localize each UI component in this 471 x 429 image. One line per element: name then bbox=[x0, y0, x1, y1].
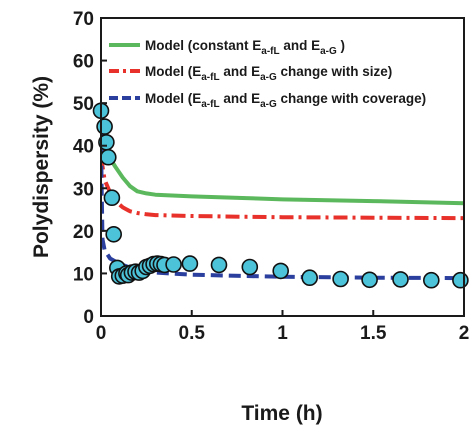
legend: Model (constant Ea-fL and Ea-G ) Model (E… bbox=[109, 38, 426, 110]
x-tick-label: 0.5 bbox=[179, 323, 206, 344]
data-point bbox=[452, 271, 469, 289]
data-point bbox=[165, 256, 182, 273]
series-layer bbox=[101, 111, 464, 281]
x-tick-label: 1.5 bbox=[360, 323, 387, 344]
y-tick-label: 30 bbox=[73, 179, 94, 200]
x-tick-label: 2 bbox=[459, 323, 470, 344]
y-tick-label: 50 bbox=[73, 94, 94, 115]
y-tick-label: 20 bbox=[73, 222, 94, 243]
data-point bbox=[301, 269, 319, 287]
data-point bbox=[210, 256, 228, 274]
data-point bbox=[361, 271, 378, 289]
x-tick-label: 0 bbox=[96, 323, 107, 344]
data-point bbox=[272, 262, 290, 280]
series-line-0 bbox=[101, 120, 464, 206]
legend-label-2: Model (Ea-fL and Ea-G change with covera… bbox=[145, 91, 426, 110]
legend-label-0: Model (constant Ea-fL and Ea-G ) bbox=[145, 38, 345, 57]
y-tick-label: 70 bbox=[73, 9, 94, 30]
x-axis-title: Time (h) bbox=[241, 402, 322, 425]
data-point bbox=[241, 258, 259, 276]
y-tick-label: 60 bbox=[73, 52, 94, 73]
y-tick-label: 40 bbox=[73, 137, 94, 158]
data-point bbox=[96, 118, 113, 135]
data-point bbox=[422, 271, 440, 289]
data-point bbox=[103, 189, 121, 206]
data-point bbox=[181, 255, 199, 272]
data-point bbox=[332, 270, 349, 288]
data-point bbox=[105, 226, 122, 243]
series-line-1 bbox=[101, 128, 464, 221]
x-tick-label: 1 bbox=[277, 323, 288, 344]
y-tick-label: 10 bbox=[73, 264, 94, 285]
data-point bbox=[100, 148, 117, 166]
data-point bbox=[392, 271, 409, 288]
legend-label-1: Model (Ea-fL and Ea-G change with size) bbox=[145, 64, 392, 83]
y-tick-label: 0 bbox=[83, 307, 94, 328]
y-axis-title: Polydispersity (%) bbox=[30, 76, 53, 258]
